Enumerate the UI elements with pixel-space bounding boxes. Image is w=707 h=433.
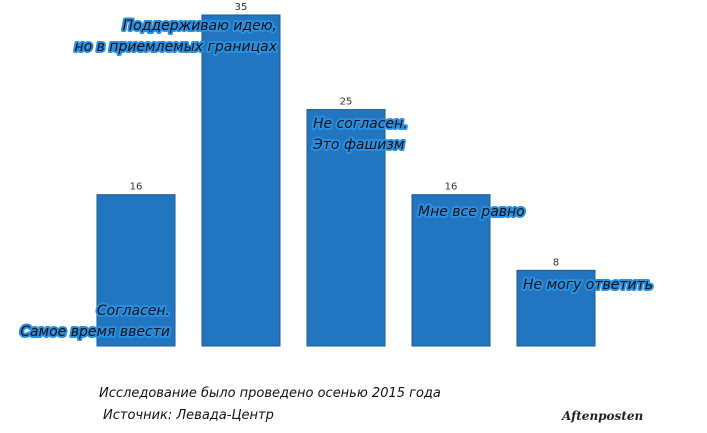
bar [306, 109, 386, 347]
category-label: Мне все равно [418, 204, 525, 220]
category-label: Это фашизм [312, 137, 405, 153]
source: Источник: Левада-Центр [103, 408, 274, 423]
value-label: 35 [235, 2, 248, 13]
value-label: 16 [130, 182, 143, 193]
category-label: Не согласен. [313, 116, 408, 132]
value-label: 8 [553, 257, 559, 268]
note: Исследование было проведено осенью 2015 … [99, 386, 441, 401]
category-label: Не могу ответить [523, 277, 653, 293]
bar [201, 14, 281, 347]
value-label: 25 [340, 97, 353, 108]
bar [96, 194, 176, 347]
value-label: 16 [445, 182, 458, 193]
category-label: но в приемлемых границах [74, 39, 277, 55]
category-label: Согласен. [97, 303, 170, 319]
bar [516, 269, 596, 347]
logo: Aftenposten [561, 409, 643, 423]
category-label: Самое время ввести [20, 324, 170, 340]
category-label: Поддерживаю идею, [123, 18, 277, 34]
bar [411, 194, 491, 347]
